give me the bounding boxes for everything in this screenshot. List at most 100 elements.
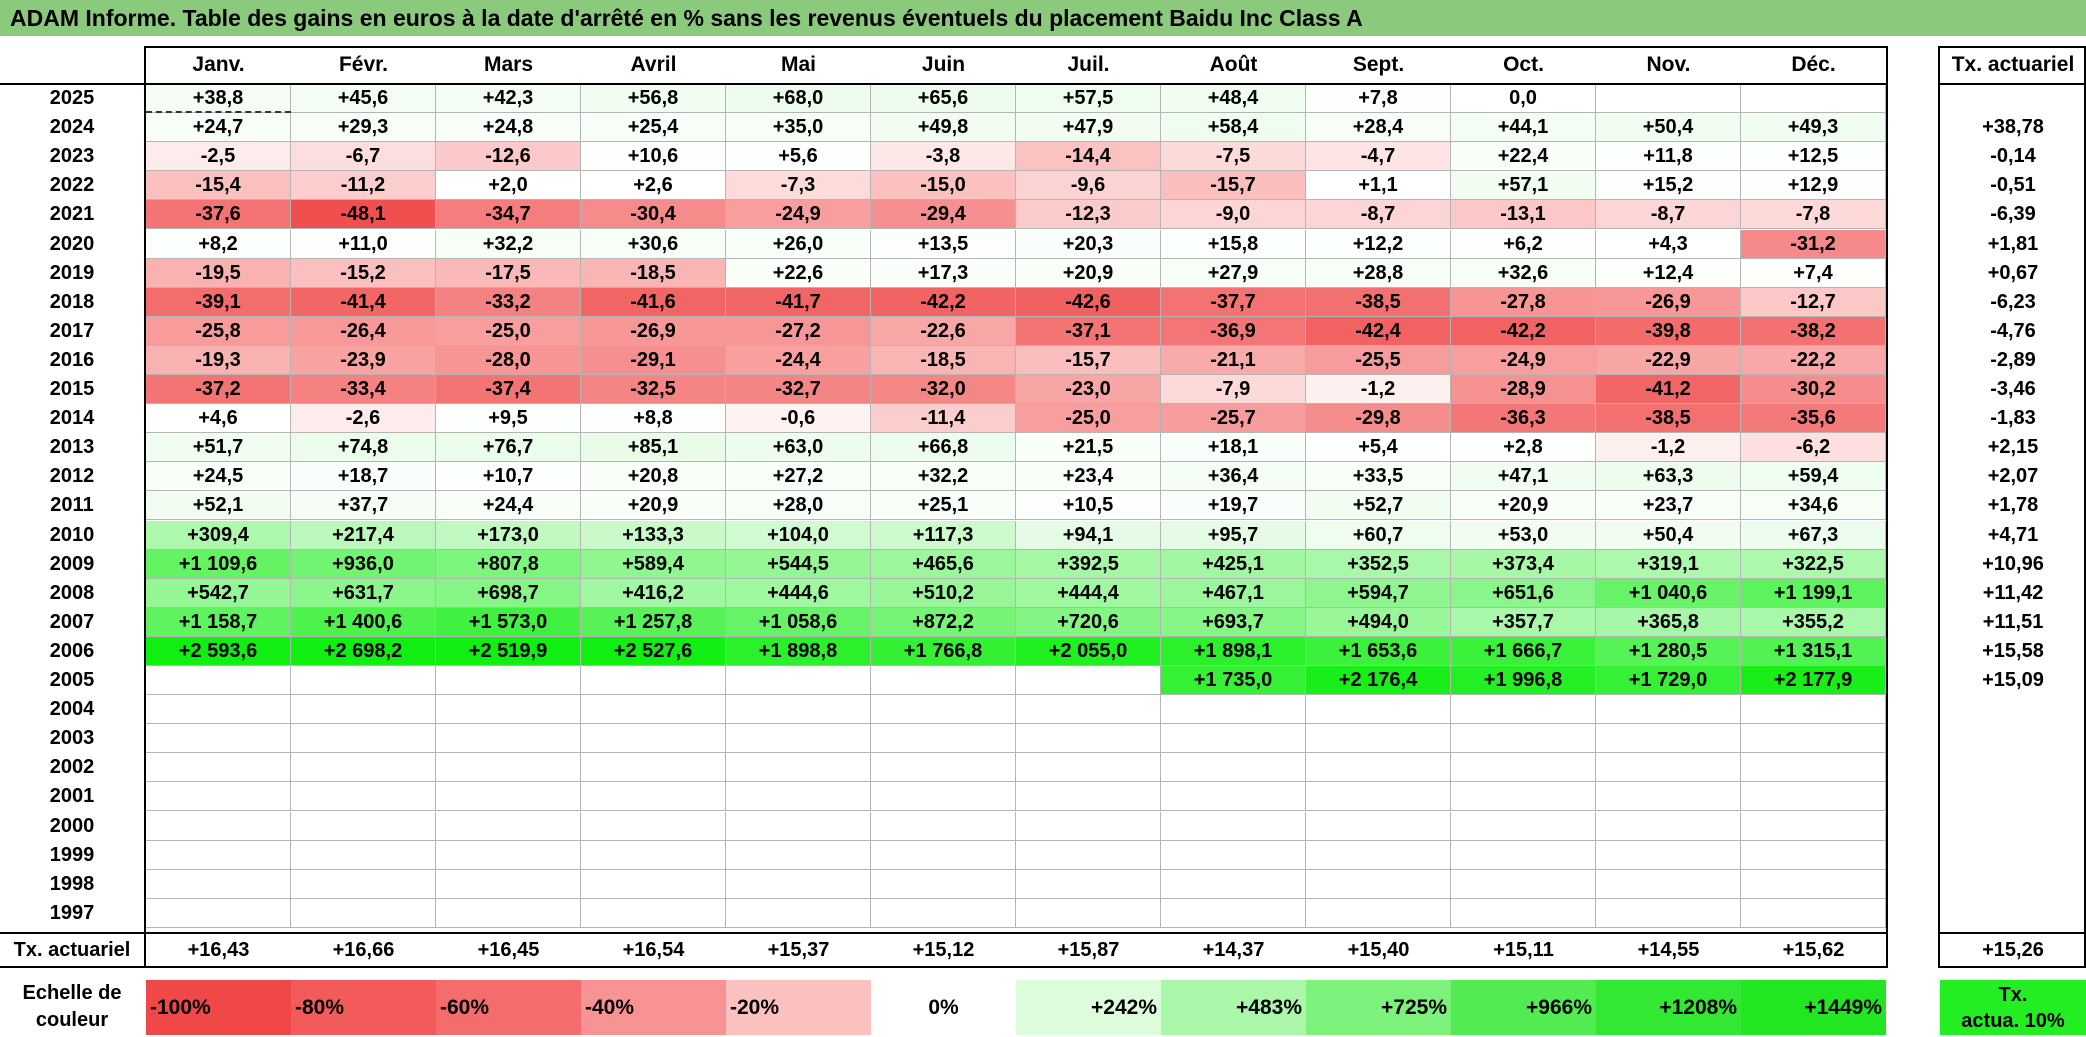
table-cell: +698,7 xyxy=(436,578,581,608)
table-cell xyxy=(871,753,1016,783)
table-cell xyxy=(1741,753,1886,783)
table-cell: +30,6 xyxy=(581,229,726,259)
year-label: 2015 xyxy=(49,378,95,400)
year-label: 2011 xyxy=(50,494,94,517)
table-cell: -9,6 xyxy=(1016,171,1161,201)
year-label: 2021 xyxy=(49,203,95,226)
row-actuarial: -2,89 xyxy=(1990,348,2036,371)
color-scale-swatch: 0% xyxy=(871,980,1016,1035)
footer-cell: +16,54 xyxy=(622,939,685,961)
month-header: Nov. xyxy=(1646,53,1691,76)
table-cell: +44,1 xyxy=(1451,113,1596,143)
table-cell xyxy=(1596,84,1741,114)
table-cell xyxy=(1161,724,1306,754)
table-cell: -9,0 xyxy=(1161,200,1306,230)
table-cell: +68,0 xyxy=(726,84,871,114)
table-cell xyxy=(1161,782,1306,812)
table-cell: +542,7 xyxy=(146,578,291,608)
color-scale-swatch: +242% xyxy=(1016,980,1161,1035)
table-cell: +34,6 xyxy=(1741,491,1886,521)
table-cell xyxy=(1741,724,1886,754)
table-cell xyxy=(1596,695,1741,725)
table-cell: +1 898,8 xyxy=(726,636,871,666)
table-cell: -1,2 xyxy=(1306,375,1451,405)
table-cell: +2,0 xyxy=(436,171,581,201)
table-cell: +19,7 xyxy=(1161,491,1306,521)
table-cell: -15,0 xyxy=(871,171,1016,201)
table-cell: +94,1 xyxy=(1016,520,1161,550)
table-cell: -42,2 xyxy=(871,287,1016,317)
table-cell: -27,2 xyxy=(726,316,871,346)
color-scale-swatch: +725% xyxy=(1306,980,1451,1035)
table-cell xyxy=(871,840,1016,870)
table-cell xyxy=(1161,695,1306,725)
table-cell: +392,5 xyxy=(1016,549,1161,579)
table-cell: -25,8 xyxy=(146,316,291,346)
table-cell xyxy=(146,898,291,928)
table-cell: -12,7 xyxy=(1741,287,1886,317)
table-cell: -33,4 xyxy=(291,375,436,405)
table-cell: +2,8 xyxy=(1451,433,1596,463)
table-cell: -30,2 xyxy=(1741,375,1886,405)
table-cell: +15,2 xyxy=(1596,171,1741,201)
table-cell xyxy=(1016,811,1161,841)
table-cell: +872,2 xyxy=(871,607,1016,637)
row-actuarial: -3,46 xyxy=(1990,378,2036,400)
table-cell: +4,3 xyxy=(1596,229,1741,259)
row-actuarial: +4,71 xyxy=(1987,523,2039,546)
table-cell: -26,9 xyxy=(1596,287,1741,317)
table-cell xyxy=(1016,666,1161,696)
table-cell: +35,0 xyxy=(726,113,871,143)
table-cell: +1 199,1 xyxy=(1741,578,1886,608)
table-cell: -21,1 xyxy=(1161,345,1306,375)
table-cell: +22,4 xyxy=(1451,142,1596,172)
table-cell xyxy=(1596,811,1741,841)
table-cell: +2,6 xyxy=(581,171,726,201)
table-cell: -12,6 xyxy=(436,142,581,172)
footer-cell: +16,66 xyxy=(332,939,395,961)
table-cell xyxy=(581,811,726,841)
year-label: 2012 xyxy=(49,465,95,488)
table-cell xyxy=(871,869,1016,899)
table-cell: +1 257,8 xyxy=(581,607,726,637)
color-scale-swatch: +483% xyxy=(1161,980,1306,1035)
year-label: 2022 xyxy=(49,174,95,197)
table-cell: +63,3 xyxy=(1596,462,1741,492)
table-cell: -25,0 xyxy=(436,316,581,346)
table-cell xyxy=(871,811,1016,841)
table-cell xyxy=(1741,695,1886,725)
table-cell: +65,6 xyxy=(871,84,1016,114)
table-cell: -8,7 xyxy=(1306,200,1451,230)
table-cell: +50,4 xyxy=(1596,520,1741,550)
table-cell: +373,4 xyxy=(1451,549,1596,579)
table-cell: +494,0 xyxy=(1306,607,1451,637)
table-cell: -48,1 xyxy=(291,200,436,230)
table-cell: +11,0 xyxy=(291,229,436,259)
footer-cell: +15,11 xyxy=(1493,939,1554,961)
footer-cell: +15,12 xyxy=(912,939,975,961)
table-cell: -24,9 xyxy=(1451,345,1596,375)
row-actuarial: +2,15 xyxy=(1987,436,2039,459)
table-cell: +27,9 xyxy=(1161,258,1306,288)
table-cell: -26,9 xyxy=(581,316,726,346)
table-cell xyxy=(291,811,436,841)
table-cell xyxy=(1741,811,1886,841)
table-cell: +104,0 xyxy=(726,520,871,550)
table-cell xyxy=(1306,811,1451,841)
year-label: 1998 xyxy=(49,872,95,895)
table-cell xyxy=(1306,724,1451,754)
table-cell: +12,9 xyxy=(1741,171,1886,201)
color-scale-actuarial-line2: actua. 10% xyxy=(1961,1010,2065,1032)
table-cell: +4,6 xyxy=(146,404,291,434)
table-cell xyxy=(726,695,871,725)
table-cell: +2 176,4 xyxy=(1306,666,1451,696)
table-cell xyxy=(146,724,291,754)
table-cell: +52,7 xyxy=(1306,491,1451,521)
table-cell: +24,7 xyxy=(146,113,291,143)
table-cell xyxy=(1306,898,1451,928)
table-cell xyxy=(1596,840,1741,870)
row-actuarial: +0,67 xyxy=(1987,261,2039,284)
table-cell xyxy=(436,753,581,783)
year-label: 2013 xyxy=(49,436,95,459)
row-actuarial: -0,51 xyxy=(1990,174,2036,197)
